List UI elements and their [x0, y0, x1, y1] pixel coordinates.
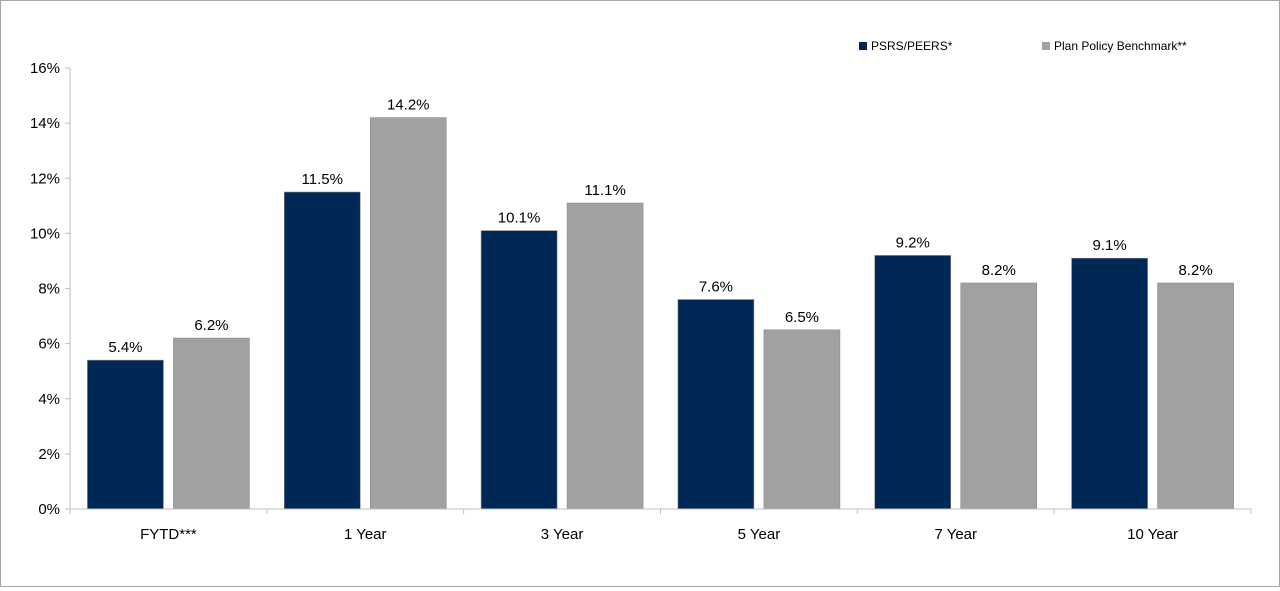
data-label: 11.5%: [302, 171, 343, 188]
y-tick-label: 14%: [30, 115, 60, 132]
y-axis: 0% 2% 4% 6% 8% 10% 12% 14% 16%: [30, 60, 71, 518]
x-category-label: 1 Year: [344, 526, 387, 543]
bar-plan-policy-benchmark: [763, 329, 841, 510]
y-tick-label: 6%: [38, 336, 60, 353]
bar-plan-policy-benchmark: [1157, 282, 1234, 510]
x-category-label: 7 Year: [934, 526, 977, 543]
y-tick-label: 8%: [38, 281, 60, 298]
x-category-label: 3 Year: [541, 526, 584, 543]
bar-plan-policy-benchmark: [566, 202, 644, 510]
bars: 5.4% 6.2% 11.5% 14.2% 10.1% 11.1% 7.6% 6.5% 9.2%…: [87, 97, 1234, 510]
bar-psrs-peers: [480, 230, 558, 510]
data-label: 8.2%: [982, 262, 1016, 279]
data-label: 10.1%: [498, 210, 541, 227]
y-tick-label: 0%: [38, 501, 60, 518]
y-tick-label: 2%: [38, 446, 60, 463]
bar-psrs-peers: [283, 191, 361, 510]
data-label: 9.2%: [896, 234, 930, 251]
y-tick-label: 10%: [30, 225, 60, 242]
y-tick-label: 12%: [30, 170, 60, 187]
bar-psrs-peers: [1071, 257, 1148, 510]
data-label: 11.1%: [584, 182, 625, 199]
bar-psrs-peers: [874, 255, 952, 510]
legend-label: PSRS/PEERS*: [871, 39, 953, 53]
legend-label: Plan Policy Benchmark**: [1054, 39, 1187, 53]
x-category-label: FYTD***: [140, 526, 197, 543]
y-tick-label: 4%: [38, 391, 60, 408]
data-label: 8.2%: [1178, 262, 1212, 279]
data-label: 5.4%: [108, 339, 142, 356]
data-label: 14.2%: [387, 97, 430, 114]
x-category-label: 10 Year: [1127, 526, 1178, 543]
bar-psrs-peers: [677, 299, 755, 510]
legend-swatch: [1042, 42, 1050, 50]
data-label: 6.2%: [194, 317, 228, 334]
y-tick-label: 16%: [30, 60, 60, 77]
legend-swatch: [859, 42, 867, 50]
bar-psrs-peers: [87, 359, 164, 510]
x-category-label: 5 Year: [738, 526, 781, 543]
bar-plan-policy-benchmark: [960, 282, 1038, 510]
bar-plan-policy-benchmark: [369, 117, 447, 510]
data-label: 7.6%: [699, 279, 733, 296]
data-label: 6.5%: [785, 309, 819, 326]
data-label: 9.1%: [1092, 237, 1126, 254]
bar-plan-policy-benchmark: [173, 337, 250, 510]
legend: PSRS/PEERS* Plan Policy Benchmark**: [859, 39, 1187, 53]
x-axis: FYTD*** 1 Year 3 Year 5 Year 7 Year 10 Year: [69, 508, 1252, 543]
